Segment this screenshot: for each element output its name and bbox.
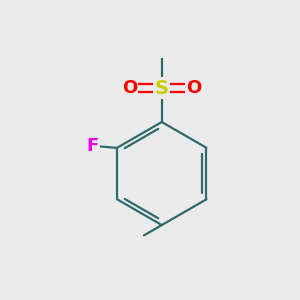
Text: O: O <box>122 79 137 97</box>
Text: S: S <box>155 79 169 98</box>
Text: O: O <box>187 79 202 97</box>
Text: F: F <box>86 137 98 155</box>
